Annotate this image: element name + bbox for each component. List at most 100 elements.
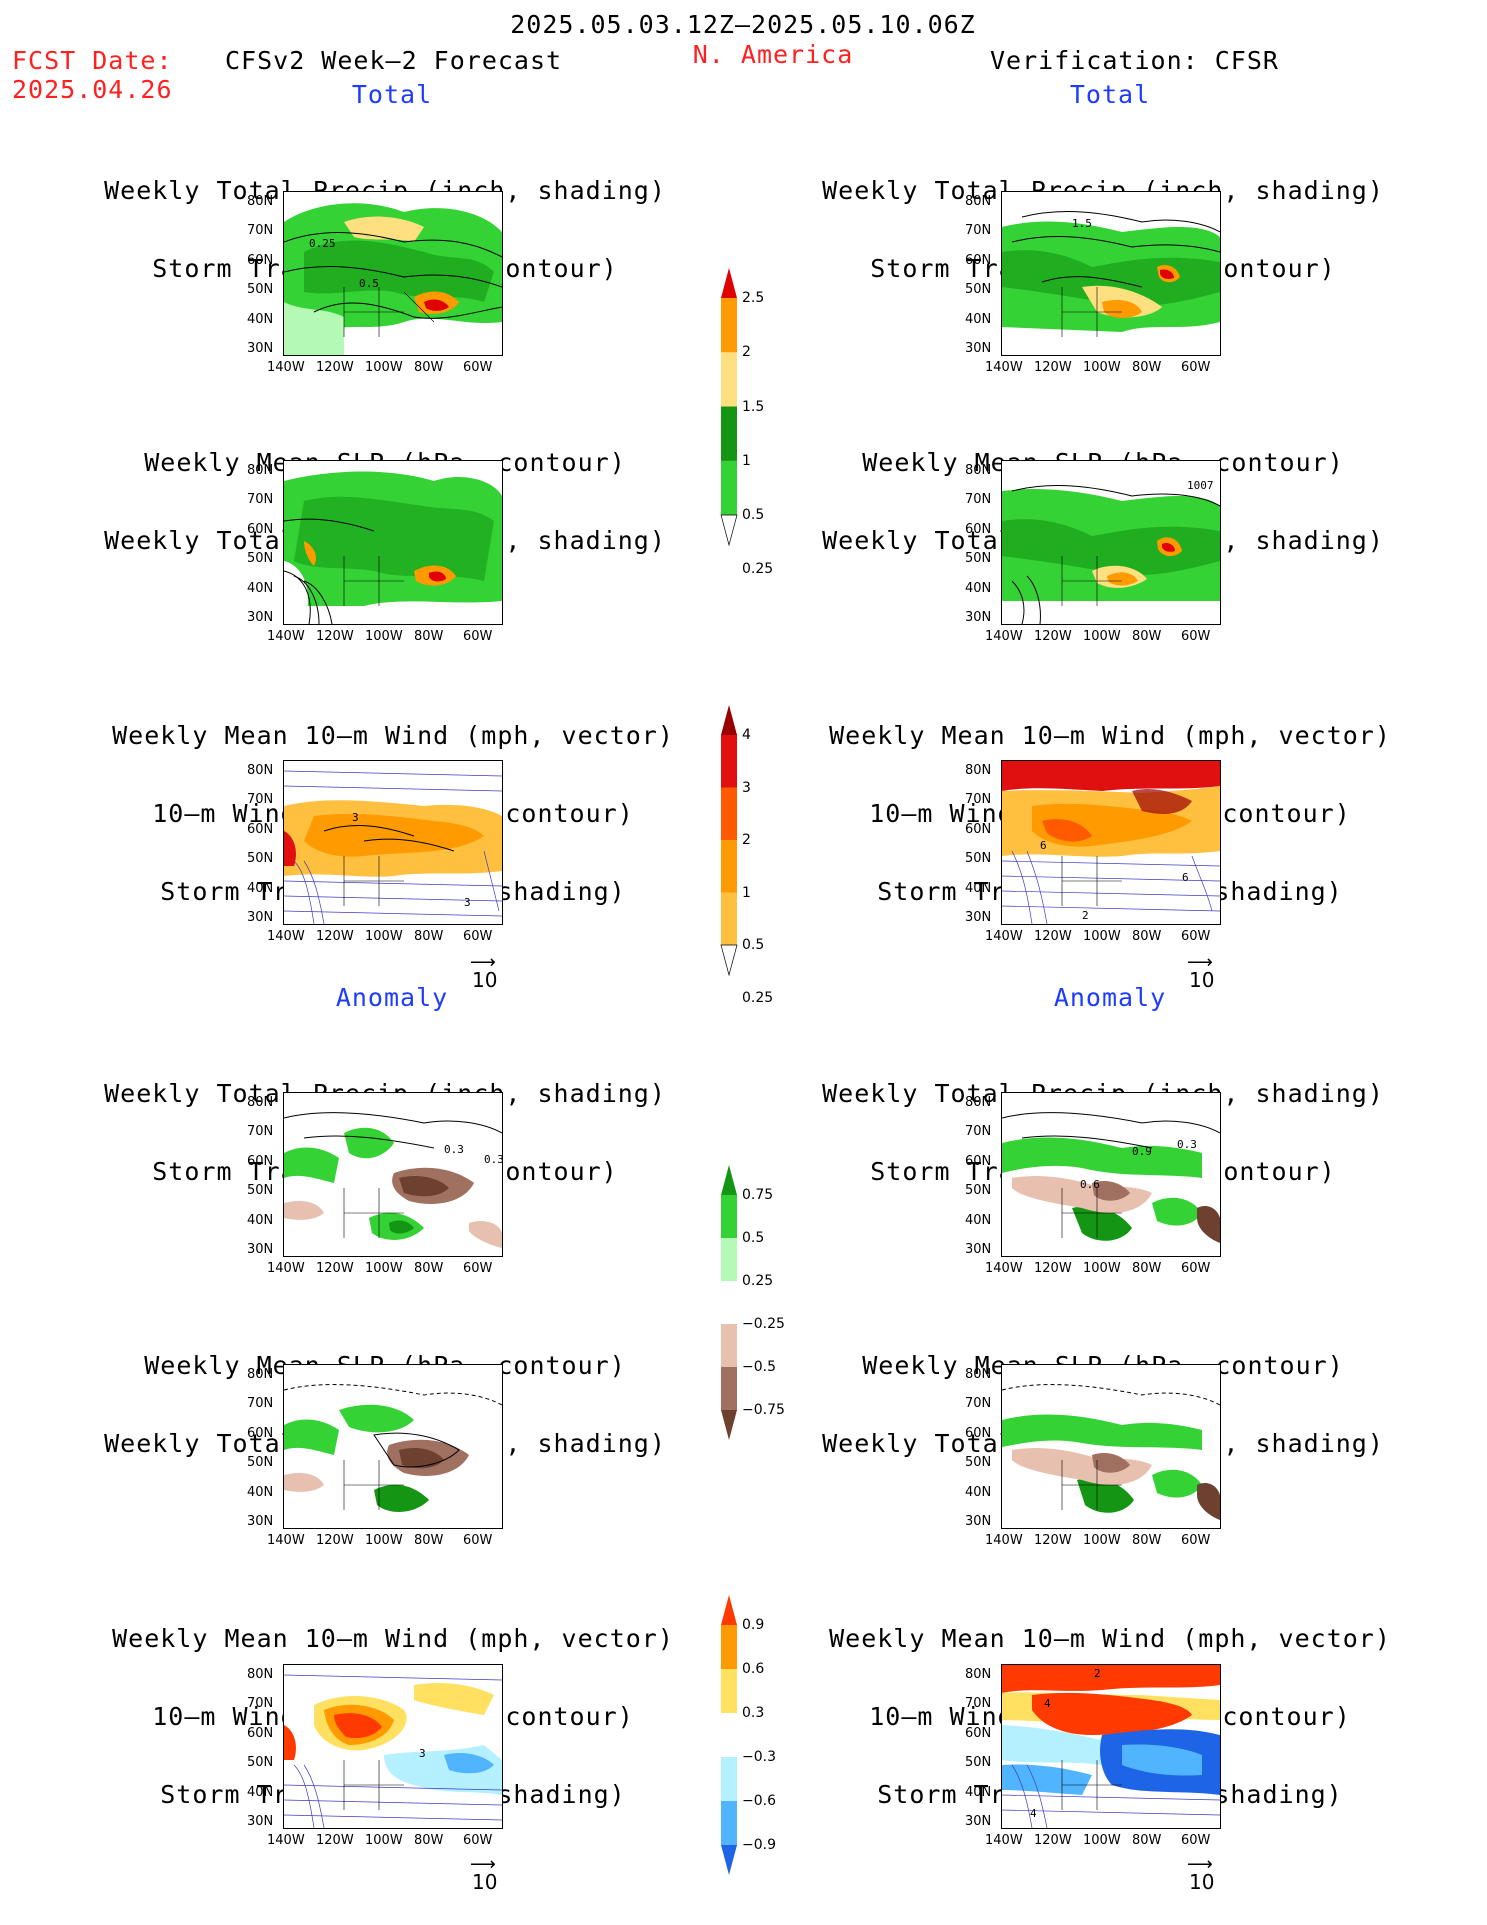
lat-tick-label: 50N [965, 282, 992, 298]
lat-tick-label: 60N [247, 1725, 274, 1741]
lon-tick-label: 100W [1083, 929, 1121, 944]
panel-title-line-1: Weekly Mean 10–m Wind (mph, vector) [829, 721, 1391, 750]
colorbar-segment [721, 406, 737, 462]
left-total-section-label: Total [351, 80, 433, 109]
colorbar-label: 4 [742, 727, 751, 743]
contour-label: 1.5 [1072, 217, 1092, 230]
lon-tick-label: 60W [463, 1533, 493, 1548]
lon-tick-label: 80W [1132, 929, 1162, 944]
lat-tick-label: 30N [247, 1514, 274, 1529]
lon-tick-label: 140W [985, 1533, 1023, 1548]
lon-tick-label: 120W [1034, 1833, 1072, 1848]
lat-tick-label: 80N [247, 763, 274, 778]
colorbar-segment [721, 1845, 737, 1875]
colorbar-segment [721, 1367, 737, 1411]
lat-tick-label: 80N [965, 463, 992, 478]
map-verif-total-wind: 6 6 2 [1001, 760, 1221, 925]
lat-tick-label: 70N [247, 492, 274, 508]
lat-tick-label: 80N [247, 1095, 274, 1110]
lon-tick-label: 140W [267, 629, 305, 644]
lon-tick-label: 60W [463, 360, 493, 375]
lon-tick-label: 120W [1034, 629, 1072, 644]
lat-tick-label: 30N [965, 1242, 992, 1257]
lat-tick-label: 60N [965, 1725, 992, 1741]
lon-tick-label: 120W [316, 360, 354, 375]
lat-tick-label: 80N [247, 1367, 274, 1382]
lon-tick-label: 120W [1034, 1533, 1072, 1548]
colorbar-segment [721, 1165, 737, 1195]
colorbar-segment [721, 1713, 737, 1758]
fcst-date-label: FCST Date: [12, 46, 173, 75]
map-fcst-total-wind-graphic: 3 3 [284, 770, 502, 924]
colorbar-segment [721, 1281, 737, 1325]
lat-tick-label: 80N [965, 194, 992, 209]
lon-tick-label: 120W [1034, 929, 1072, 944]
map-verif-total-slp: 1007 [1001, 460, 1221, 625]
lon-tick-label: 80W [414, 1833, 444, 1848]
map-fcst-total-slp-graphic [284, 471, 502, 624]
contour-label: 6 [1182, 871, 1189, 884]
map-fcst-total-slp [283, 460, 503, 625]
colorbar-storm-anom [721, 1595, 737, 1875]
contour-label: 6 [1040, 839, 1047, 852]
map-fcst-total-precip-graphic: 0.25 0.5 [284, 203, 502, 355]
colorbar-segment [721, 1801, 737, 1846]
colorbar-label: 3 [742, 779, 751, 796]
date-range-title: 2025.05.03.12Z–2025.05.10.06Z [510, 10, 976, 39]
lat-tick-label: 30N [247, 1814, 274, 1829]
vector-scale-arrow-icon: ⟶ [1187, 1854, 1213, 1875]
colorbar-label: 0.6 [742, 1661, 765, 1677]
vector-scale-label: 10 [472, 968, 498, 992]
colorbar-label: −0.9 [742, 1837, 776, 1853]
lon-tick-label: 80W [414, 929, 444, 944]
lat-tick-label: 50N [247, 1455, 274, 1471]
contour-label: 0.25 [309, 237, 336, 250]
map-fcst-anom-precip: 0.3 0.3 [283, 1092, 503, 1257]
lat-tick-label: 40N [965, 1212, 992, 1228]
map-verif-anom-wind-graphic: 2 4 4 [1002, 1665, 1220, 1828]
lat-tick-label: 40N [965, 311, 992, 327]
region-title: N. America [692, 40, 854, 69]
lat-tick-label: 80N [247, 1667, 274, 1682]
colorbar-segment [721, 892, 737, 946]
map-fcst-total-wind: 3 3 [283, 760, 503, 925]
lon-tick-label: 80W [414, 1261, 444, 1276]
lon-tick-label: 60W [463, 1833, 493, 1848]
lat-tick-label: 30N [247, 610, 274, 625]
lat-tick-label: 70N [965, 1124, 992, 1140]
colorbar-label: 0.25 [742, 561, 774, 578]
map-verif-total-slp-graphic: 1007 [1002, 461, 1220, 624]
lat-tick-label: 50N [965, 1755, 992, 1771]
lon-tick-label: 100W [1083, 1533, 1121, 1548]
lon-tick-label: 120W [316, 629, 354, 644]
lon-tick-label: 120W [316, 1833, 354, 1848]
lon-tick-label: 60W [463, 1261, 493, 1276]
vector-scale-label: 10 [472, 1870, 498, 1894]
colorbar-label: 0.25 [742, 1273, 774, 1289]
contour-label: 2 [1094, 1667, 1101, 1680]
vector-scale-arrow-icon: ⟶ [470, 952, 496, 973]
panel-title-line-1: Weekly Mean 10–m Wind (mph, vector) [112, 721, 674, 750]
colorbar-label: 2 [742, 344, 751, 361]
colorbar-label: 1.5 [742, 398, 765, 415]
lat-tick-label: 40N [247, 311, 274, 327]
lon-tick-label: 60W [463, 629, 493, 644]
colorbar-precip-total [720, 268, 738, 547]
lat-tick-label: 40N [247, 580, 274, 596]
lon-tick-label: 140W [267, 360, 305, 375]
colorbar-segment [721, 1324, 737, 1368]
contour-label: 0.3 [444, 1143, 464, 1156]
contour-label: 0.3 [484, 1153, 502, 1166]
colorbar-segment [721, 460, 737, 516]
lon-tick-label: 100W [1083, 1833, 1121, 1848]
lat-tick-label: 40N [965, 1484, 992, 1500]
colorbar-label: −0.6 [742, 1793, 776, 1809]
colorbar-segment [721, 1595, 737, 1625]
vector-scale-fcst-total: ⟶ 10 [470, 952, 498, 993]
lon-tick-label: 80W [1132, 1833, 1162, 1848]
lon-tick-label: 100W [365, 929, 403, 944]
lon-tick-label: 140W [267, 1261, 305, 1276]
colorbar-segment [721, 1410, 737, 1440]
lat-tick-label: 30N [247, 1242, 274, 1257]
lat-tick-label: 50N [247, 851, 274, 867]
